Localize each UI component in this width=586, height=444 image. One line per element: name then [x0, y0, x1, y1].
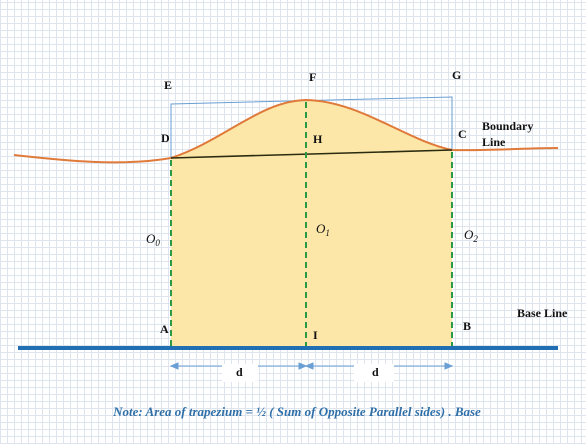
- point-a: A: [160, 322, 169, 336]
- chord-dc: [170, 149, 453, 159]
- dimension-label-left: d: [236, 365, 243, 379]
- dimension-label-right: d: [372, 365, 379, 379]
- offset-label-o0: O0: [146, 231, 160, 248]
- offset-label-o2: O2: [464, 227, 478, 244]
- base-line-label: Base Line: [517, 306, 568, 320]
- boundary-curve: [13, 98, 559, 164]
- point-d: D: [161, 131, 170, 145]
- offset-label-o1: O1: [316, 221, 330, 238]
- point-b: B: [463, 319, 471, 333]
- point-h: H: [313, 132, 323, 146]
- shaded-area: [171, 100, 452, 348]
- formula-note: Note: Area of trapezium = ½ ( Sum of Opp…: [112, 404, 481, 419]
- point-g: G: [452, 68, 461, 82]
- point-i: I: [313, 328, 318, 342]
- point-c: C: [458, 127, 467, 141]
- point-f: F: [309, 70, 316, 84]
- boundary-line-label: Boundary Line: [482, 119, 536, 149]
- point-e: E: [164, 78, 172, 92]
